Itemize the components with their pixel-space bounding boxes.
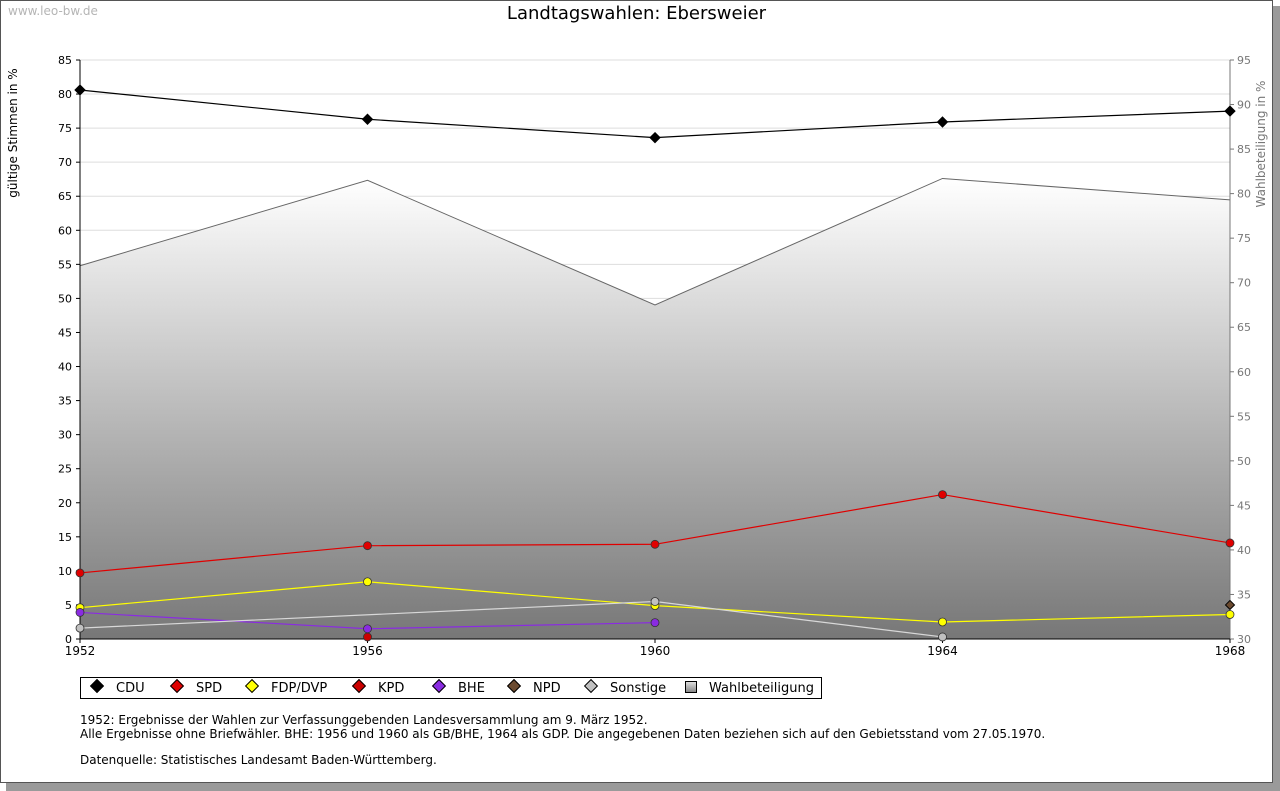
legend-marker-bhe: [431, 678, 447, 694]
y-tick-label-left: 35: [58, 395, 72, 408]
legend-label-cdu: CDU: [116, 681, 145, 696]
legend-label-npd: NPD: [533, 681, 561, 696]
frame-shadow-right: [1273, 6, 1280, 791]
legend-item-spd: SPD: [169, 678, 223, 696]
point-bhe: [75, 608, 85, 617]
legend-marker-npd: [506, 678, 522, 694]
turnout-area: [79, 177, 1231, 640]
legend-item-cdu: CDU: [89, 678, 145, 696]
turnout-area-fill: [80, 178, 1230, 640]
point-fdp-dvp: [363, 577, 372, 587]
y-tick-label-left: 85: [58, 54, 72, 67]
point-fdp-dvp: [938, 617, 947, 627]
x-tick-label: 1956: [352, 644, 383, 658]
y-tick-label-left: 55: [58, 258, 72, 271]
y-tick-label-right: 85: [1237, 143, 1251, 156]
y-tick-label-right: 40: [1237, 544, 1251, 557]
y-tick-label-right: 90: [1237, 99, 1251, 112]
legend-marker-sonstige: [583, 678, 599, 694]
point-sonstige: [938, 632, 947, 642]
legend-item-wahlbeteiligung: Wahlbeteiligung: [685, 681, 814, 696]
legend-label-spd: SPD: [196, 681, 223, 696]
y-tick-label-left: 25: [58, 463, 72, 476]
y-tick-label-right: 45: [1237, 499, 1251, 512]
frame-shadow-bottom: [6, 783, 1280, 791]
x-tick-label: 1968: [1215, 644, 1246, 658]
legend-label-bhe: BHE: [458, 681, 485, 696]
y-tick-label-right: 60: [1237, 366, 1251, 379]
legend-item-fdp-dvp: FDP/DVP: [244, 678, 328, 696]
point-bhe: [650, 618, 660, 628]
point-cdu: [74, 84, 86, 96]
y-tick-label-right: 70: [1237, 277, 1251, 290]
legend-item-npd: NPD: [506, 678, 561, 696]
point-kpd: [363, 632, 372, 642]
legend-marker-spd: [169, 678, 185, 694]
legend: CDU SPD FDP/DVP KPD BHE NPD Sonstige Wahlbeteil…: [80, 677, 822, 699]
y-tick-label-left: 45: [58, 326, 72, 339]
y-tick-label-right: 50: [1237, 455, 1251, 468]
legend-marker-wahlbeteiligung: [685, 681, 697, 693]
point-spd: [363, 541, 372, 551]
legend-item-sonstige: Sonstige: [583, 678, 667, 696]
point-bhe: [363, 624, 372, 634]
note-line-2: Alle Ergebnisse ohne Briefwähler. BHE: 1…: [80, 727, 1046, 741]
tick-labels: 0 5 10 15 20 25 30 35 40 45 50 55 60 65 70 75 80 85 30 35 40…: [58, 54, 1251, 658]
legend-marker-kpd: [351, 678, 367, 694]
y-tick-label-left: 50: [58, 292, 72, 305]
y-tick-label-left: 10: [58, 565, 72, 578]
x-tick-label: 1952: [65, 644, 96, 658]
y-tick-label-left: 15: [58, 531, 72, 544]
y-tick-label-left: 5: [65, 599, 72, 612]
y-tick-label-left: 75: [58, 122, 72, 135]
legend-marker-cdu: [89, 678, 105, 694]
point-sonstige: [75, 623, 85, 633]
point-fdp-dvp: [1225, 610, 1235, 619]
y-tick-label-left: 0: [65, 633, 72, 646]
legend-item-bhe: BHE: [431, 678, 485, 696]
y-tick-label-right: 75: [1237, 232, 1251, 245]
y-tick-label-right: 55: [1237, 410, 1251, 423]
y-tick-label-left: 30: [58, 429, 72, 442]
y-tick-label-left: 20: [58, 497, 72, 510]
point-spd: [938, 490, 947, 499]
point-cdu: [1224, 105, 1236, 117]
note-source: Datenquelle: Statistisches Landesamt Bad…: [80, 753, 437, 767]
y-tick-label-left: 80: [58, 88, 72, 101]
series-points: [74, 84, 1236, 642]
turnout-area-line: [79, 177, 1231, 306]
legend-item-kpd: KPD: [351, 678, 405, 696]
point-npd: [1224, 599, 1236, 611]
y-tick-label-right: 95: [1237, 54, 1251, 67]
y-tick-label-right: 65: [1237, 321, 1251, 334]
chart-title: Landtagswahlen: Ebersweier: [506, 3, 767, 24]
note-line-1: 1952: Ergebnisse der Wahlen zur Verfassu…: [80, 713, 648, 727]
legend-label-kpd: KPD: [378, 681, 405, 696]
point-cdu: [361, 113, 374, 125]
point-spd: [650, 539, 660, 549]
point-spd: [75, 568, 85, 578]
legend-label-fdp-dvp: FDP/DVP: [271, 681, 328, 696]
point-cdu: [649, 131, 661, 144]
x-tick-label: 1964: [927, 644, 958, 658]
y-tick-label-right: 30: [1237, 633, 1251, 646]
y-tick-label-left: 40: [58, 361, 72, 374]
y-tick-label-right: 35: [1237, 588, 1251, 601]
point-spd: [1225, 538, 1235, 548]
y-tick-label-right: 80: [1237, 188, 1251, 201]
x-tick-label: 1960: [640, 644, 671, 658]
y-tick-label-left: 70: [58, 156, 72, 169]
point-sonstige: [650, 597, 660, 606]
watermark: www.leo-bw.de: [8, 4, 98, 18]
legend-label-sonstige: Sonstige: [610, 681, 667, 696]
point-cdu: [936, 116, 949, 128]
series-line-cdu: [79, 89, 1231, 139]
legend-label-wahlbeteiligung: Wahlbeteiligung: [709, 681, 815, 696]
legend-marker-fdp-dvp: [244, 678, 260, 694]
y-tick-label-left: 60: [58, 224, 72, 237]
y-tick-label-left: 65: [58, 190, 72, 203]
